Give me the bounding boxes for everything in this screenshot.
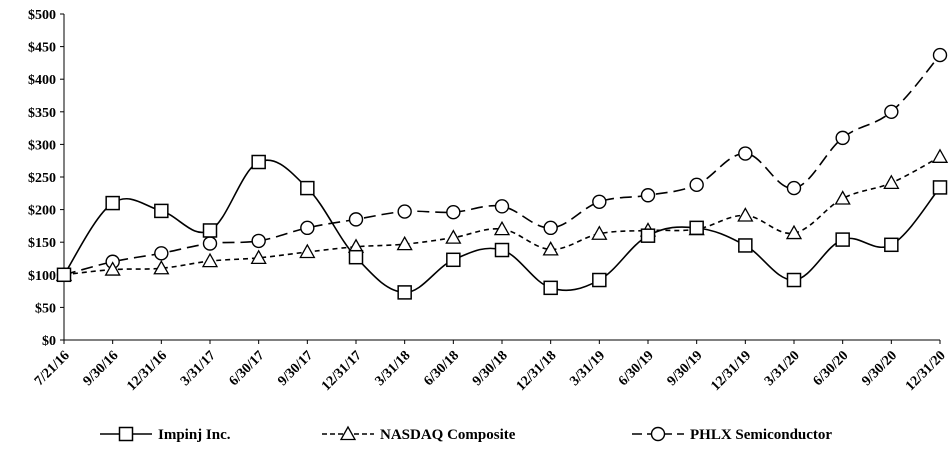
x-tick-label: 3/31/19 [567,348,608,389]
x-tick-label: 3/31/18 [373,348,414,389]
x-tick-label: 12/31/16 [124,348,170,394]
triangle-point-marker [883,174,900,190]
legend-item: PHLX Semiconductor [632,426,832,443]
triangle-point-marker [591,225,608,240]
triangle-point-marker [931,148,948,163]
x-tick-label: 12/31/20 [903,348,948,394]
y-tick-label: $200 [28,204,56,219]
x-tick-label: 9/30/20 [859,348,900,389]
square-point-marker [154,203,169,219]
circle-point-marker [397,204,412,219]
x-tick-label: 9/30/16 [81,348,122,389]
x-axis: 7/21/16 9/30/16 12/31/16 3/31/17 6/30/17 9/30… [32,339,948,394]
triangle-point-marker [104,261,121,276]
circle-point-marker [640,188,656,203]
circle-point-marker [251,233,266,249]
x-tick-label: 12/31/19 [708,348,754,394]
triangle-point-marker [299,243,316,259]
square-point-marker [592,272,607,288]
series-triangle [55,148,948,281]
triangle-point-marker [445,229,462,244]
y-tick-label: $300 [28,138,56,153]
square-point-marker [56,267,72,283]
legend-label: PHLX Semiconductor [690,427,832,443]
square-point-marker [884,237,899,253]
x-tick-label: 12/31/18 [514,348,560,394]
square-point-marker [543,280,558,296]
circle-point-marker [446,205,461,220]
legend: Impinj Inc. NASDAQ Composite PHLX Semicond… [100,425,832,443]
y-tick-label: $500 [28,8,56,23]
circle-point-marker [592,194,607,209]
square-point-marker [202,223,218,238]
triangle-point-marker [785,224,803,240]
x-tick-label: 6/30/20 [811,348,852,389]
legend-square-marker [118,426,134,442]
circle-point-marker [348,212,364,227]
x-tick-label: 3/31/20 [762,348,803,389]
triangle-point-marker [834,190,851,205]
square-point-marker [348,249,364,265]
circle-point-marker [689,177,704,193]
y-tick-label: $0 [42,334,56,349]
x-tick-label: 12/31/17 [319,348,365,394]
square-point-marker [494,242,510,258]
square-point-marker [738,238,753,253]
square-point-marker [786,272,802,288]
x-tick-label: 9/30/17 [275,348,316,389]
x-tick-label: 9/30/18 [470,348,511,389]
square-point-marker [397,285,412,300]
circle-point-marker [543,220,558,236]
legend-label: Impinj Inc. [158,427,231,443]
y-tick-label: $50 [35,301,56,316]
legend-label: NASDAQ Composite [380,427,516,443]
triangle-point-marker [396,235,413,251]
x-tick-label: 7/21/16 [32,348,73,389]
series-layer [55,47,948,300]
y-tick-label: $100 [28,269,56,284]
legend-circle-marker [650,426,666,442]
triangle-point-marker [737,207,754,222]
x-tick-label: 6/30/19 [616,348,657,389]
square-point-marker [105,195,120,211]
square-point-marker [300,180,315,196]
y-tick-label: $350 [28,106,56,121]
x-tick-label: 6/30/17 [227,348,268,389]
triangle-point-marker [250,249,267,264]
circle-point-marker [202,236,218,251]
circle-point-marker [932,47,948,63]
circle-point-marker [154,246,169,261]
circle-point-marker [300,220,315,236]
square-point-marker [932,180,948,195]
y-tick-label: $400 [28,73,56,88]
square-point-marker [640,228,656,243]
circle-point-marker [738,146,753,161]
square-point-marker [251,154,266,170]
square-point-marker [689,220,704,236]
circle-point-marker [835,130,850,146]
y-axis: $0 $50 $100 $150 $200 $250 $300 $350 $400 $450 $50… [28,8,65,349]
square-point-marker [446,252,461,268]
x-tick-label: 3/31/17 [178,348,219,389]
triangle-point-marker [201,252,219,268]
circle-point-marker [884,104,899,120]
triangle-point-marker [493,220,511,236]
series-square [56,154,948,300]
x-tick-label: 6/30/18 [421,348,462,389]
legend-item: Impinj Inc. [100,426,231,443]
y-tick-label: $250 [28,171,56,186]
legend-triangle-marker [339,425,357,441]
series-line [63,54,941,276]
square-point-marker [835,232,850,247]
y-tick-label: $150 [28,236,56,251]
circle-point-marker [494,199,510,214]
x-tick-label: 9/30/19 [665,348,706,389]
triangle-point-marker [542,241,559,256]
y-tick-label: $450 [28,41,56,56]
legend-item: NASDAQ Composite [322,425,516,443]
circle-point-marker [786,180,802,196]
triangle-point-marker [153,259,170,275]
